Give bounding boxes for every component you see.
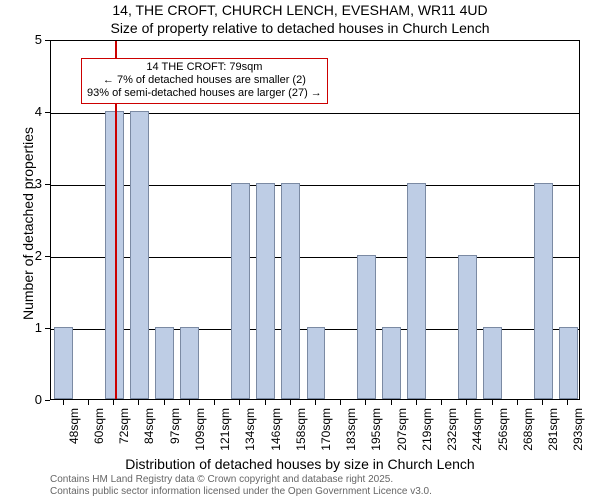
x-tick-mark <box>492 400 493 405</box>
x-tick-label: 281sqm <box>546 408 560 458</box>
histogram-bar <box>483 327 502 399</box>
x-tick-label: 146sqm <box>269 408 283 458</box>
x-tick-label: 72sqm <box>117 408 131 458</box>
plot-area: 14 THE CROFT: 79sqm← 7% of detached hous… <box>50 40 580 400</box>
x-tick-label: 48sqm <box>67 408 81 458</box>
x-tick-label: 84sqm <box>142 408 156 458</box>
histogram-bar <box>407 183 426 399</box>
histogram-bar <box>307 327 326 399</box>
x-tick-label: 256sqm <box>496 408 510 458</box>
histogram-bar <box>130 111 149 399</box>
x-tick-mark <box>113 400 114 405</box>
x-tick-label: 219sqm <box>420 408 434 458</box>
callout-line3: 93% of semi-detached houses are larger (… <box>87 87 322 100</box>
y-axis-label: Number of detached properties <box>20 127 36 320</box>
x-tick-mark <box>517 400 518 405</box>
histogram-bar <box>256 183 275 399</box>
y-tick-mark <box>45 184 50 185</box>
y-tick-label: 2 <box>20 248 42 263</box>
x-tick-label: 293sqm <box>571 408 585 458</box>
x-tick-label: 109sqm <box>193 408 207 458</box>
attribution-line1: Contains HM Land Registry data © Crown c… <box>50 474 393 485</box>
histogram-bar <box>155 327 174 399</box>
x-tick-mark <box>290 400 291 405</box>
histogram-bar <box>281 183 300 399</box>
histogram-bar <box>534 183 553 399</box>
x-tick-mark <box>365 400 366 405</box>
x-tick-label: 183sqm <box>344 408 358 458</box>
chart-title-line2: Size of property relative to detached ho… <box>0 20 600 36</box>
x-tick-mark <box>138 400 139 405</box>
x-tick-mark <box>189 400 190 405</box>
chart-title-line1: 14, THE CROFT, CHURCH LENCH, EVESHAM, WR… <box>0 2 600 18</box>
y-tick-mark <box>45 400 50 401</box>
histogram-bar <box>357 255 376 399</box>
histogram-bar <box>458 255 477 399</box>
y-tick-mark <box>45 256 50 257</box>
x-tick-mark <box>567 400 568 405</box>
x-tick-mark <box>466 400 467 405</box>
x-tick-mark <box>63 400 64 405</box>
y-tick-mark <box>45 328 50 329</box>
x-tick-mark <box>214 400 215 405</box>
x-tick-mark <box>542 400 543 405</box>
x-tick-label: 244sqm <box>470 408 484 458</box>
attribution-line2: Contains public sector information licen… <box>50 486 432 497</box>
x-tick-label: 134sqm <box>243 408 257 458</box>
histogram-bar <box>559 327 578 399</box>
x-tick-label: 232sqm <box>445 408 459 458</box>
x-tick-mark <box>340 400 341 405</box>
y-tick-label: 5 <box>20 32 42 47</box>
y-tick-label: 0 <box>20 392 42 407</box>
histogram-bar <box>382 327 401 399</box>
chart-container: { "title_line1": "14, THE CROFT, CHURCH … <box>0 0 600 500</box>
histogram-bar <box>54 327 73 399</box>
callout-line2: ← 7% of detached houses are smaller (2) <box>87 74 322 87</box>
x-tick-mark <box>88 400 89 405</box>
y-tick-mark <box>45 112 50 113</box>
x-tick-mark <box>416 400 417 405</box>
x-tick-mark <box>265 400 266 405</box>
y-tick-mark <box>45 40 50 41</box>
histogram-bar <box>105 111 124 399</box>
x-tick-label: 207sqm <box>395 408 409 458</box>
x-tick-mark <box>315 400 316 405</box>
x-tick-label: 195sqm <box>369 408 383 458</box>
x-tick-mark <box>239 400 240 405</box>
x-tick-mark <box>164 400 165 405</box>
x-tick-label: 268sqm <box>521 408 535 458</box>
histogram-bar <box>231 183 250 399</box>
x-tick-label: 158sqm <box>294 408 308 458</box>
histogram-bar <box>180 327 199 399</box>
callout-box: 14 THE CROFT: 79sqm← 7% of detached hous… <box>81 58 328 104</box>
y-tick-label: 1 <box>20 320 42 335</box>
x-axis-label: Distribution of detached houses by size … <box>0 456 600 472</box>
x-tick-label: 60sqm <box>92 408 106 458</box>
y-tick-label: 4 <box>20 104 42 119</box>
x-tick-label: 97sqm <box>168 408 182 458</box>
x-tick-label: 170sqm <box>319 408 333 458</box>
x-tick-mark <box>441 400 442 405</box>
y-tick-label: 3 <box>20 176 42 191</box>
x-tick-label: 121sqm <box>218 408 232 458</box>
x-tick-mark <box>391 400 392 405</box>
callout-line1: 14 THE CROFT: 79sqm <box>87 61 322 74</box>
